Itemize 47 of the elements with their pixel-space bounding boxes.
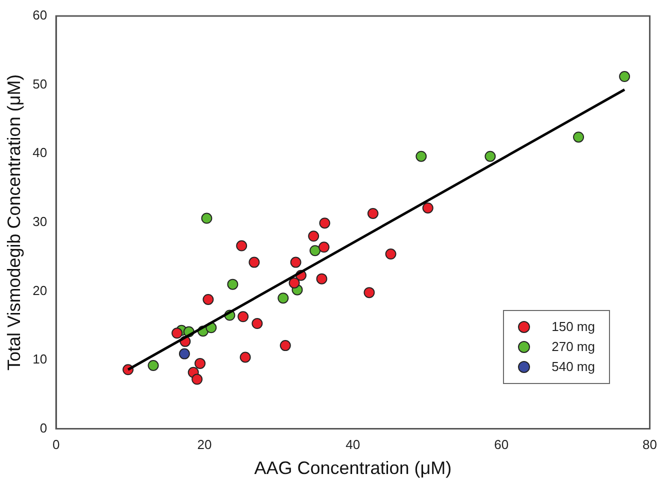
y-tick-label: 60 [32, 8, 48, 23]
point [202, 294, 214, 305]
point [172, 328, 183, 339]
point [310, 245, 321, 256]
point [484, 150, 496, 162]
y-tick-label: 50 [32, 76, 48, 92]
point [201, 212, 212, 224]
point [422, 202, 434, 214]
point [278, 292, 289, 304]
x-axis-title: AAG Concentration (μM) [254, 458, 452, 478]
point [619, 71, 630, 82]
point [385, 248, 396, 260]
legend-label: 150 mg [552, 318, 595, 336]
point [416, 150, 427, 162]
point [236, 240, 248, 252]
legend-label: 540 mg [552, 358, 595, 376]
x-tick-label: 0 [52, 437, 60, 452]
y-tick-label: 10 [32, 352, 48, 367]
point [238, 311, 249, 322]
point [290, 256, 302, 268]
x-tick-label: 60 [494, 437, 509, 452]
x-tick-label: 20 [197, 437, 212, 452]
y-tick-label: 20 [32, 282, 48, 298]
point [192, 374, 203, 385]
point [252, 318, 263, 330]
point [178, 348, 190, 360]
point [364, 287, 375, 298]
point [148, 360, 159, 372]
point [240, 352, 251, 363]
y-tick-label: 0 [40, 420, 48, 436]
y-tick-label: 30 [32, 214, 48, 229]
point [280, 340, 291, 352]
point [318, 242, 330, 253]
point [319, 218, 330, 229]
point [316, 273, 328, 284]
point [227, 278, 238, 290]
point [288, 277, 300, 288]
point [367, 208, 378, 219]
y-tick-label: 40 [32, 145, 48, 160]
x-tick-label: 40 [346, 437, 360, 452]
y-axis-title: Total Vismodegib Concentration (μM) [4, 74, 24, 370]
point [194, 358, 206, 369]
point [248, 256, 260, 268]
x-tick-label: 80 [642, 437, 658, 452]
point [308, 230, 320, 242]
legend-label: 270 mg [552, 338, 595, 356]
point [573, 132, 584, 143]
